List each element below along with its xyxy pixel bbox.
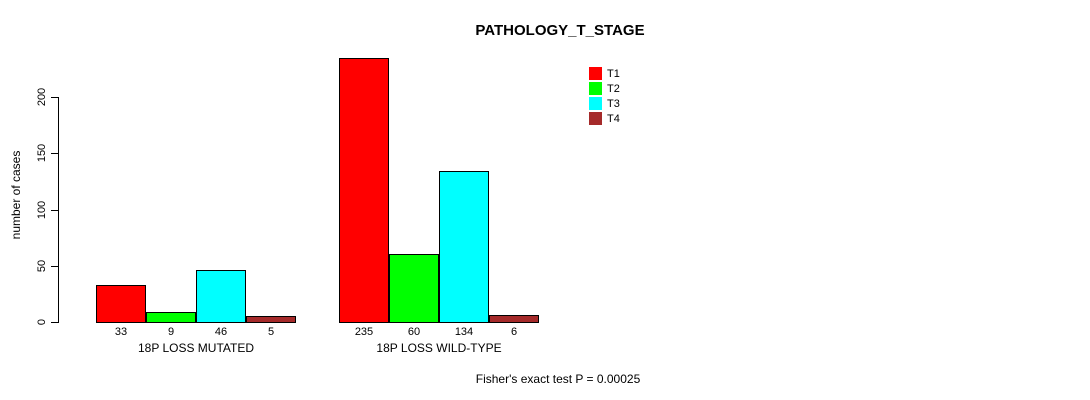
bar-value-label: 235 — [354, 326, 374, 338]
legend-swatch-icon — [589, 67, 602, 80]
legend-swatch-icon — [589, 82, 602, 95]
category-label: 18P LOSS MUTATED — [137, 341, 255, 355]
y-tick-label: 200 — [36, 87, 48, 107]
legend-label: T4 — [607, 112, 620, 125]
y-axis-line — [58, 97, 59, 323]
legend-label: T2 — [607, 82, 620, 95]
category-label: 18P LOSS WILD-TYPE — [376, 341, 502, 355]
y-axis-label: number of cases — [9, 150, 23, 240]
bar-t1-group2 — [339, 58, 389, 323]
bar-t4-group1 — [246, 316, 296, 323]
bar-value-label: 134 — [454, 326, 474, 338]
y-tick — [51, 97, 58, 98]
legend-item-t4: T4 — [589, 111, 620, 126]
y-tick — [51, 322, 58, 323]
bar-t2-group1 — [146, 312, 196, 323]
bar-t4-group2 — [489, 315, 539, 323]
bar-value-label: 5 — [267, 326, 275, 338]
bar-t3-group2 — [439, 171, 489, 323]
chart-title: PATHOLOGY_T_STAGE — [475, 22, 645, 39]
y-tick-label: 50 — [36, 259, 48, 272]
legend-swatch-icon — [589, 97, 602, 110]
y-tick — [51, 209, 58, 211]
bar-t1-group1 — [96, 285, 146, 323]
legend-item-t3: T3 — [589, 96, 620, 111]
legend-label: T1 — [607, 67, 620, 80]
legend-item-t2: T2 — [589, 81, 620, 96]
bar-value-label: 6 — [510, 326, 518, 338]
bar-value-label: 9 — [167, 326, 175, 338]
y-tick — [51, 265, 58, 267]
legend-label: T3 — [607, 97, 620, 110]
bar-t3-group1 — [196, 270, 246, 323]
legend-swatch-icon — [589, 112, 602, 125]
bar-value-label: 33 — [114, 326, 128, 338]
y-tick-label: 150 — [36, 144, 48, 163]
y-tick-label: 0 — [36, 318, 48, 326]
y-tick-label: 100 — [36, 200, 48, 219]
bar-value-label: 46 — [214, 326, 228, 338]
legend-item-t1: T1 — [589, 66, 620, 81]
bar-t2-group2 — [389, 254, 439, 323]
y-tick — [51, 153, 58, 155]
annotation-text: Fisher's exact test P = 0.00025 — [475, 372, 641, 386]
bar-value-label: 60 — [407, 326, 421, 338]
